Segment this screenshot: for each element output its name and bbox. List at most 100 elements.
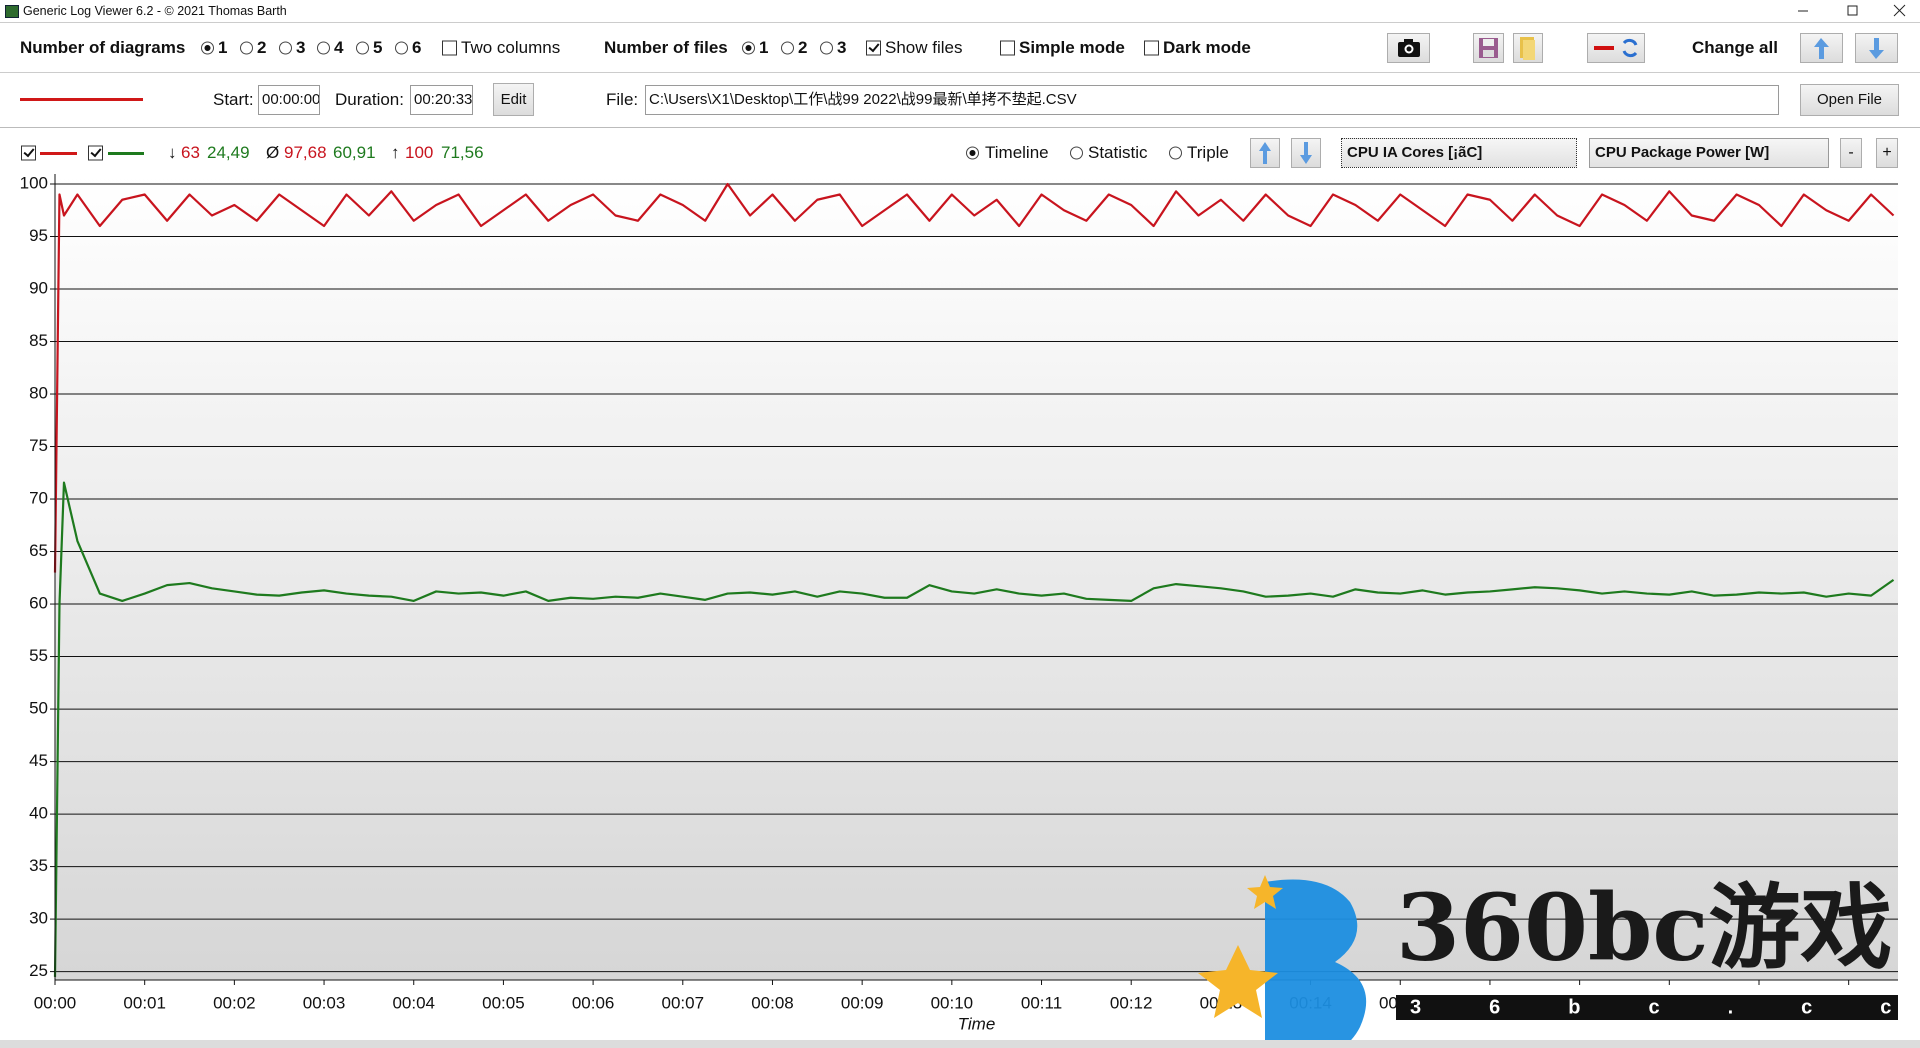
remove-button[interactable]: - — [1840, 138, 1862, 168]
y-tick-label: 100 — [20, 173, 48, 192]
radio[interactable] — [781, 41, 794, 55]
sensor-dropdown[interactable]: CPU IA Cores [¡ãC] — [1341, 138, 1577, 168]
separator — [0, 72, 1920, 73]
stat-value: 60,91 — [333, 143, 376, 162]
y-tick-label: 85 — [29, 331, 48, 350]
checkbox[interactable] — [88, 145, 103, 161]
radio[interactable] — [1169, 146, 1182, 160]
radio-label[interactable]: 4 — [334, 38, 344, 57]
open-file-button[interactable]: Open File — [1800, 84, 1899, 116]
radio[interactable] — [395, 41, 408, 55]
stat-value: 24,49 — [207, 143, 250, 162]
swap-icon — [1594, 38, 1638, 58]
radio-label[interactable]: 2 — [798, 38, 808, 57]
radio-label[interactable]: Statistic — [1088, 143, 1148, 162]
file-path-input[interactable]: C:\Users\X1\Desktop\工作\战99 2022\战99最新\单拷… — [645, 85, 1779, 115]
radio-label[interactable]: 6 — [412, 38, 422, 57]
save-icon — [1479, 38, 1498, 58]
duration-input[interactable]: 00:20:33 — [410, 85, 473, 115]
checkbox[interactable] — [442, 40, 457, 56]
checkbox[interactable] — [1144, 40, 1159, 56]
radio-label[interactable]: 3 — [837, 38, 847, 57]
radio[interactable] — [742, 41, 755, 55]
series-line — [53, 481, 1895, 977]
y-tick-label: 35 — [29, 856, 48, 875]
radio[interactable] — [317, 41, 330, 55]
y-tick-label: 50 — [29, 699, 48, 718]
radio-label[interactable]: Triple — [1187, 143, 1229, 162]
y-tick-label: 70 — [29, 489, 48, 508]
y-tick-label: 30 — [29, 909, 48, 928]
screenshot-button[interactable] — [1387, 33, 1430, 63]
y-tick-label: 60 — [29, 594, 48, 613]
checkbox-label[interactable]: Simple mode — [1019, 38, 1125, 57]
x-tick-label: 00:00 — [34, 993, 77, 1012]
radio[interactable] — [356, 41, 369, 55]
close[interactable] — [1893, 4, 1906, 17]
down-button[interactable] — [1855, 33, 1898, 63]
x-tick-label: 00:12 — [1110, 993, 1153, 1012]
separator — [0, 22, 1920, 23]
status-bar — [0, 1040, 1920, 1048]
series-line — [53, 182, 1895, 573]
label: Duration: — [335, 90, 404, 109]
radio[interactable] — [240, 41, 253, 55]
up-button[interactable] — [1250, 138, 1280, 168]
y-tick-label: 75 — [29, 436, 48, 455]
radio[interactable] — [279, 41, 292, 55]
checkbox-label[interactable]: Show files — [885, 38, 963, 57]
y-tick-label: 40 — [29, 804, 48, 823]
stat-value: 100 — [405, 143, 434, 162]
up-button[interactable] — [1800, 33, 1843, 63]
stat-symbol: ↑ — [391, 143, 400, 162]
folder-icon — [1520, 37, 1535, 60]
down-button[interactable] — [1291, 138, 1321, 168]
restore[interactable] — [1847, 5, 1858, 16]
radio-label[interactable]: 2 — [257, 38, 267, 57]
watermark-star — [1247, 875, 1283, 909]
series-sample — [40, 152, 77, 155]
y-tick-label: 95 — [29, 226, 48, 245]
checkbox-label[interactable]: Two columns — [461, 38, 561, 57]
stat-symbol: ↓ — [168, 143, 177, 162]
y-tick-label: 80 — [29, 384, 48, 403]
radio[interactable] — [201, 41, 214, 55]
y-tick-label: 45 — [29, 751, 48, 770]
save-button[interactable] — [1473, 33, 1504, 63]
watermark-brand: 360bc游戏 — [1396, 874, 1892, 982]
stat-symbol: Ø — [266, 143, 280, 162]
x-axis-title: Time — [958, 1014, 996, 1033]
radio-label[interactable]: Timeline — [985, 143, 1049, 162]
up-icon — [1259, 142, 1271, 164]
radio-label[interactable]: 1 — [218, 38, 228, 57]
radio[interactable] — [966, 146, 979, 160]
radio-label[interactable]: 5 — [373, 38, 383, 57]
radio-label[interactable]: 3 — [296, 38, 306, 57]
watermark-band — [1396, 995, 1898, 1020]
stat-value: 97,68 — [284, 143, 327, 162]
add-button[interactable]: + — [1876, 138, 1898, 168]
x-tick-label: 00:06 — [572, 993, 615, 1012]
window-controls[interactable] — [1760, 0, 1920, 22]
x-tick-label: 00:10 — [931, 993, 974, 1012]
plot-area — [55, 174, 1898, 980]
open-button[interactable] — [1513, 33, 1543, 63]
swap-button[interactable] — [1587, 33, 1645, 63]
y-tick-label: 65 — [29, 541, 48, 560]
checkbox[interactable] — [866, 40, 881, 56]
radio[interactable] — [820, 41, 833, 55]
start-input[interactable]: 00:00:00 — [258, 85, 320, 115]
chart: 25 30 35 40 45 50 55 60 65 70 75 80 85 90 95 100 00:00 00… — [20, 173, 1898, 1040]
checkbox[interactable] — [1000, 40, 1015, 56]
checkbox-label[interactable]: Dark mode — [1163, 38, 1251, 57]
edit-button[interactable]: Edit — [493, 83, 534, 116]
x-tick-label: 00:03 — [303, 993, 346, 1012]
radio-label[interactable]: 1 — [759, 38, 769, 57]
watermark: 360bc游戏 36bc.cc — [1198, 874, 1898, 1040]
checkbox[interactable] — [21, 145, 36, 161]
x-tick-label: 00:01 — [123, 993, 166, 1012]
window-title: Generic Log Viewer 6.2 - © 2021 Thomas B… — [23, 4, 287, 18]
sensor-dropdown[interactable]: CPU Package Power [W] — [1589, 138, 1829, 168]
radio[interactable] — [1070, 146, 1083, 160]
